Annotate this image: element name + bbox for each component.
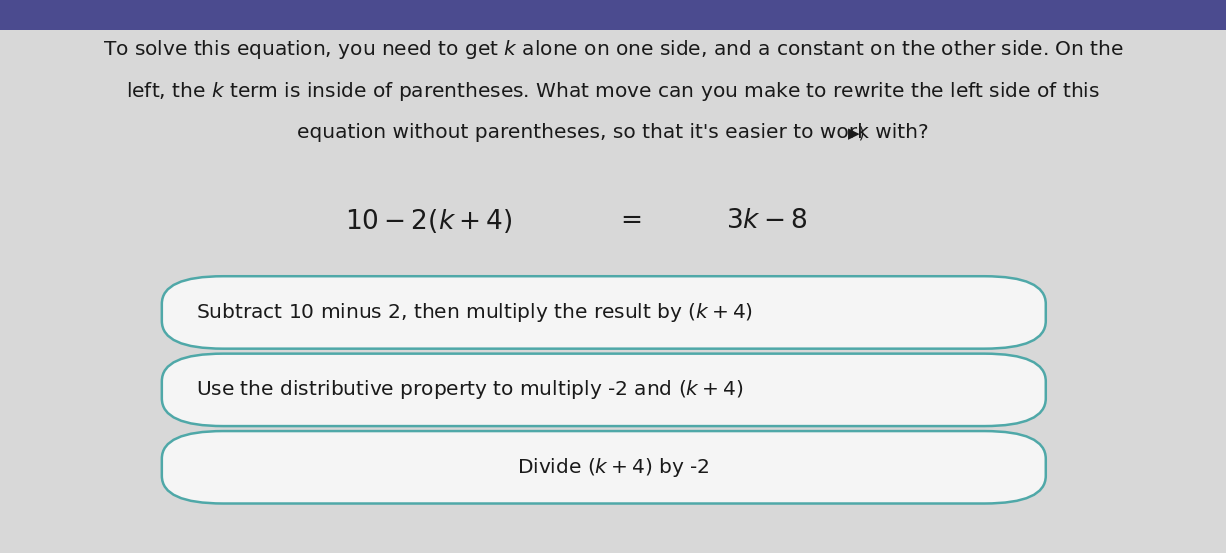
Text: To solve this equation, you need to get $k$ alone on one side, and a constant on: To solve this equation, you need to get … bbox=[103, 38, 1123, 61]
Text: ▶): ▶) bbox=[848, 125, 866, 140]
Text: =: = bbox=[620, 208, 642, 234]
Text: left, the $k$ term is inside of parentheses. What move can you make to rewrite t: left, the $k$ term is inside of parenthe… bbox=[126, 80, 1100, 103]
FancyBboxPatch shape bbox=[162, 431, 1046, 503]
FancyBboxPatch shape bbox=[0, 0, 1226, 30]
Text: Use the distributive property to multiply -2 and $(k + 4)$: Use the distributive property to multipl… bbox=[196, 378, 743, 401]
Text: $3k - 8$: $3k - 8$ bbox=[726, 208, 807, 234]
Text: equation without parentheses, so that it's easier to work with?: equation without parentheses, so that it… bbox=[297, 123, 929, 142]
Text: Subtract 10 minus 2, then multiply the result by $(k + 4)$: Subtract 10 minus 2, then multiply the r… bbox=[196, 301, 753, 324]
FancyBboxPatch shape bbox=[162, 276, 1046, 349]
FancyBboxPatch shape bbox=[162, 354, 1046, 426]
Text: Divide $(k + 4)$ by -2: Divide $(k + 4)$ by -2 bbox=[516, 456, 710, 479]
Text: $10 - 2(k + 4)$: $10 - 2(k + 4)$ bbox=[346, 207, 512, 235]
